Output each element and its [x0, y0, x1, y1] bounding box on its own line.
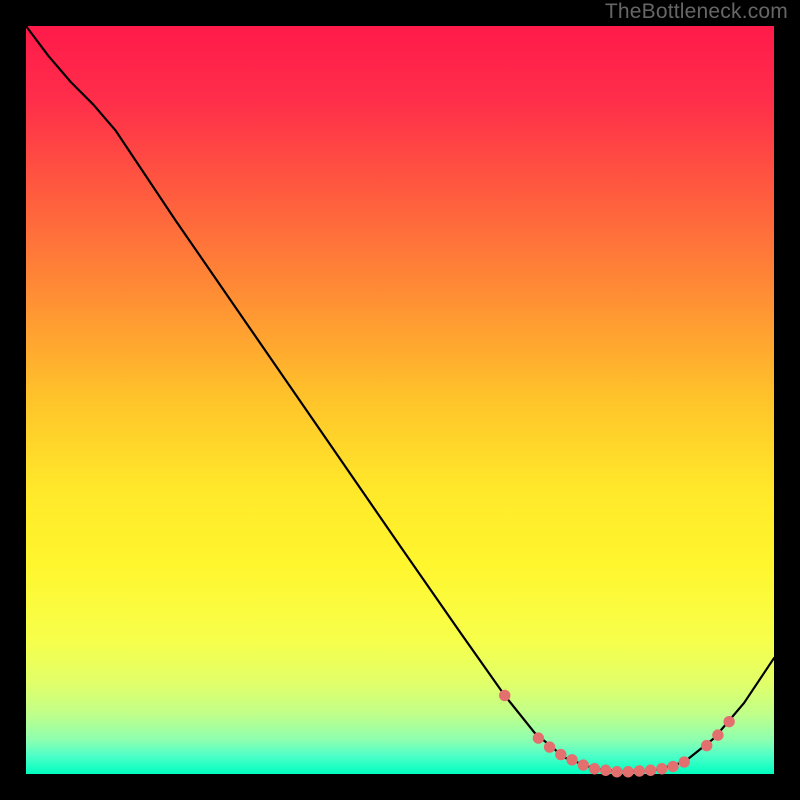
marker-point [724, 716, 734, 726]
marker-point [544, 742, 554, 752]
marker-point [578, 760, 588, 770]
marker-point [500, 690, 510, 700]
marker-point [589, 764, 599, 774]
marker-point [645, 765, 655, 775]
chart-svg [0, 0, 800, 800]
marker-point [668, 761, 678, 771]
marker-point [612, 767, 622, 777]
marker-point [634, 766, 644, 776]
chart-container: TheBottleneck.com [0, 0, 800, 800]
marker-point [601, 765, 611, 775]
marker-point [679, 757, 689, 767]
watermark-attribution: TheBottleneck.com [605, 0, 788, 24]
marker-point [701, 740, 711, 750]
marker-point [657, 764, 667, 774]
plot-gradient-background [26, 26, 774, 774]
marker-point [533, 733, 543, 743]
marker-point [713, 730, 723, 740]
marker-point [567, 755, 577, 765]
marker-point [556, 749, 566, 759]
marker-point [623, 767, 633, 777]
